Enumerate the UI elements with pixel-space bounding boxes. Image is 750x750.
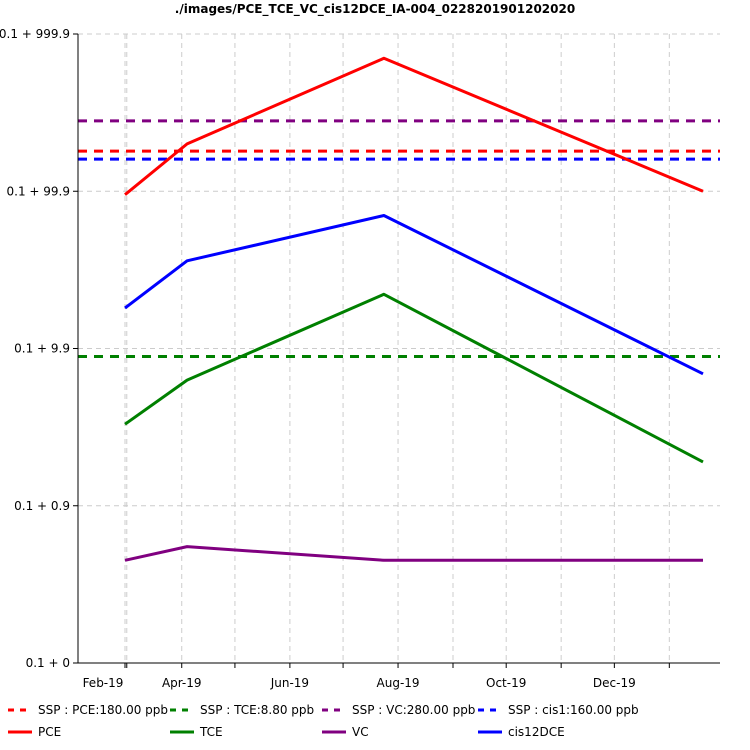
chart-title: ./images/PCE_TCE_VC_cis12DCE_IA-004_0228…: [175, 2, 575, 17]
y-tick-label: 0.1 + 9.9: [14, 342, 70, 356]
legend-label: SSP : PCE:180.00 ppb: [38, 703, 168, 717]
legend-label: SSP : cis1:160.00 ppb: [508, 703, 639, 717]
threshold-lines: [78, 119, 720, 358]
series-line: [124, 214, 704, 376]
y-tick-label: 0.1 + 999.9: [0, 27, 70, 41]
y-tick-label: 0.1 + 0: [26, 656, 70, 670]
x-tick-label: Oct-19: [486, 676, 526, 690]
y-tick-label: 0.1 + 99.9: [7, 184, 71, 198]
legend-label: PCE: [38, 725, 61, 739]
x-ticks: Feb-19 Apr-19 Jun-19 Aug-19 Oct-19 Dec-19: [83, 663, 670, 690]
legend-label: SSP : TCE:8.80 ppb: [200, 703, 314, 717]
legend-label: TCE: [199, 725, 223, 739]
series-lines: [124, 56, 704, 562]
legend-label: VC: [352, 725, 369, 739]
legend-label: SSP : VC:280.00 ppb: [352, 703, 475, 717]
x-tick-label: Apr-19: [162, 676, 202, 690]
series-line: [124, 56, 704, 196]
x-tick-label: Jun-19: [270, 676, 309, 690]
axes: [77, 34, 720, 664]
x-tick-label: Dec-19: [593, 676, 636, 690]
legend-label: cis12DCE: [508, 725, 565, 739]
y-ticks: 0.1 + 0 0.1 + 0.9 0.1 + 9.9 0.1 + 99.9 0.1 +…: [0, 27, 78, 670]
legend: SSP : PCE:180.00 ppb SSP : TCE:8.80 ppb SS…: [8, 703, 639, 739]
series-line: [124, 292, 704, 464]
grid: [78, 33, 720, 664]
series-line: [124, 545, 703, 562]
x-tick-label: Aug-19: [377, 676, 420, 690]
y-tick-label: 0.1 + 0.9: [14, 499, 70, 513]
x-tick-label: Feb-19: [83, 676, 124, 690]
